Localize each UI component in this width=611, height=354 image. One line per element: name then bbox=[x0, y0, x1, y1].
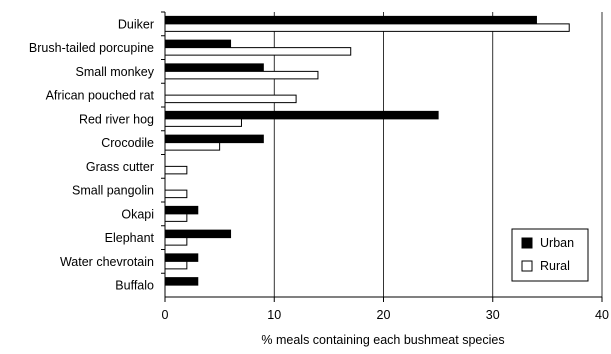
bar-urban-small-monkey bbox=[164, 63, 264, 72]
bar-rural-elephant bbox=[164, 237, 188, 246]
bar-urban-okapi bbox=[164, 205, 199, 215]
x-tick-label-40: 40 bbox=[595, 308, 609, 322]
x-axis-label: % meals containing each bushmeat species bbox=[261, 333, 504, 347]
category-label-small-pangolin: Small pangolin bbox=[72, 184, 154, 198]
bar-rural-small-monkey bbox=[164, 70, 319, 80]
bar-urban-crocodile bbox=[164, 134, 264, 144]
category-label-red-river-hog: Red river hog bbox=[79, 112, 154, 126]
axes bbox=[161, 11, 603, 302]
bar-urban-brush-tailed-porcupine bbox=[164, 39, 232, 49]
x-tick-label-30: 30 bbox=[486, 308, 500, 322]
bar-urban-buffalo bbox=[164, 277, 199, 286]
category-label-duiker: Duiker bbox=[118, 17, 154, 31]
bar-urban-water-chevrotain bbox=[164, 253, 199, 262]
x-tick-label-0: 0 bbox=[162, 308, 169, 322]
legend-swatch-urban bbox=[521, 237, 533, 249]
category-label-grass-cutter: Grass cutter bbox=[86, 160, 154, 174]
category-label-small-monkey: Small monkey bbox=[76, 65, 155, 79]
bar-rural-crocodile bbox=[164, 142, 221, 151]
bar-rural-african-pouched-rat bbox=[164, 94, 297, 104]
bar-rural-grass-cutter bbox=[164, 165, 188, 175]
legend-label-urban: Urban bbox=[540, 236, 574, 250]
bar-rural-okapi bbox=[164, 213, 188, 222]
legend-swatch-rural bbox=[521, 260, 533, 272]
legend: Urban Rural bbox=[511, 228, 589, 282]
bar-rural-red-river-hog bbox=[164, 118, 242, 127]
bar-rural-water-chevrotain bbox=[164, 260, 188, 270]
legend-label-rural: Rural bbox=[540, 259, 570, 273]
bar-urban-elephant bbox=[164, 229, 232, 239]
x-tick-label-20: 20 bbox=[377, 308, 391, 322]
category-label-buffalo: Buffalo bbox=[115, 279, 154, 293]
category-label-okapi: Okapi bbox=[121, 207, 154, 221]
category-label-elephant: Elephant bbox=[105, 231, 155, 245]
x-tick-label-10: 10 bbox=[267, 308, 281, 322]
category-labels: Duiker Brush-tailed porcupine Small monkey… bbox=[29, 17, 155, 292]
bar-urban-red-river-hog bbox=[164, 110, 439, 120]
gridlines bbox=[273, 12, 603, 297]
x-tick-labels: 0 10 20 30 40 bbox=[162, 308, 609, 322]
category-label-crocodile: Crocodile bbox=[101, 136, 154, 150]
category-label-african-pouched-rat: African pouched rat bbox=[46, 89, 155, 103]
bar-urban-duiker bbox=[164, 15, 537, 25]
category-label-brush-tailed-porcupine: Brush-tailed porcupine bbox=[29, 41, 154, 55]
category-label-water-chevrotain: Water chevrotain bbox=[60, 255, 154, 269]
bar-rural-brush-tailed-porcupine bbox=[164, 47, 352, 56]
bar-rural-small-pangolin bbox=[164, 189, 188, 199]
bar-rural-duiker bbox=[164, 23, 570, 32]
